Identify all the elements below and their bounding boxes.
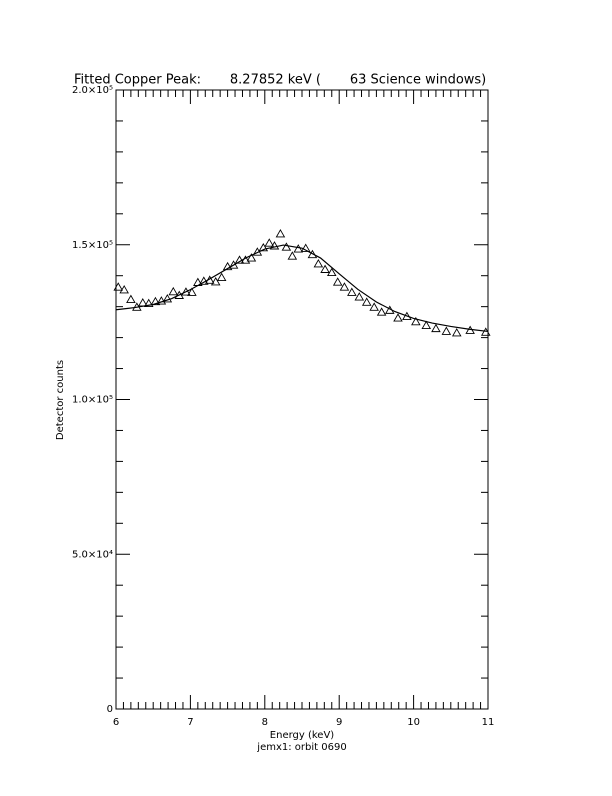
x-tick-label: 6 [113, 717, 119, 728]
y-tick-label: 5.0×10⁴ [72, 549, 113, 560]
y-axis-label: Detector counts [55, 360, 66, 440]
data-point [465, 325, 475, 334]
data-point [264, 238, 275, 247]
y-tick-label: 2.0×10⁵ [72, 85, 113, 96]
data-point [119, 285, 129, 294]
data-point [252, 247, 263, 256]
data-point [354, 292, 365, 301]
data-point [240, 255, 251, 264]
data-point [326, 267, 337, 277]
data-point [393, 313, 403, 322]
data-point [204, 275, 215, 284]
data-point [258, 242, 269, 252]
data-point [451, 328, 462, 337]
data-point [174, 290, 185, 299]
data-point [339, 282, 350, 291]
data-point [181, 287, 191, 296]
data-point [411, 316, 421, 326]
data-point [421, 320, 432, 329]
data-point [199, 276, 209, 285]
y-tick-label: 1.0×10⁵ [72, 395, 113, 406]
data-point [246, 253, 257, 262]
x-tick-label: 9 [336, 717, 342, 728]
fit-line [115, 244, 489, 333]
x-tick-label: 7 [187, 717, 193, 728]
data-point [228, 260, 239, 269]
data-point [143, 298, 154, 308]
data-point [126, 294, 136, 303]
y-tick-label: 1.5×10⁵ [72, 240, 113, 251]
x-tick-label: 10 [407, 717, 420, 728]
data-point [269, 241, 280, 250]
data-point [441, 326, 452, 335]
data-point [138, 298, 148, 307]
x-tick-label: 11 [482, 717, 495, 728]
data-point [234, 255, 245, 264]
data-point [347, 287, 357, 296]
data-point [369, 302, 379, 311]
data-point [480, 327, 491, 336]
data-point [376, 307, 387, 316]
data-point [300, 243, 311, 252]
data-point [287, 251, 298, 260]
data-point [210, 276, 221, 286]
data-point [313, 259, 324, 268]
x-axis-label: Energy (keV) [270, 730, 335, 741]
data-point [216, 272, 227, 282]
subtitle: jemx1: orbit 0690 [256, 742, 346, 753]
data-point [385, 305, 395, 314]
x-tick-label: 8 [262, 717, 268, 728]
data-point [361, 297, 372, 306]
y-tick-label: 0 [107, 704, 113, 715]
chart-title: Fitted Copper Peak: 8.27852 keV ( 63 Sci… [74, 73, 486, 88]
data-point [281, 242, 292, 251]
data-point [275, 229, 286, 238]
data-point [332, 277, 343, 286]
data-point [156, 296, 167, 305]
data-point [162, 294, 173, 303]
plot-frame [115, 89, 489, 710]
data-point [168, 286, 179, 296]
data-point [132, 302, 142, 311]
data-point [431, 323, 441, 333]
data-point [222, 261, 233, 271]
data-point [113, 282, 124, 291]
data-point [150, 296, 161, 306]
data-point [187, 287, 197, 296]
data-point [320, 264, 330, 273]
data-point [193, 277, 203, 286]
data-point [307, 249, 318, 259]
data-point [402, 311, 412, 321]
data-point [293, 244, 304, 253]
